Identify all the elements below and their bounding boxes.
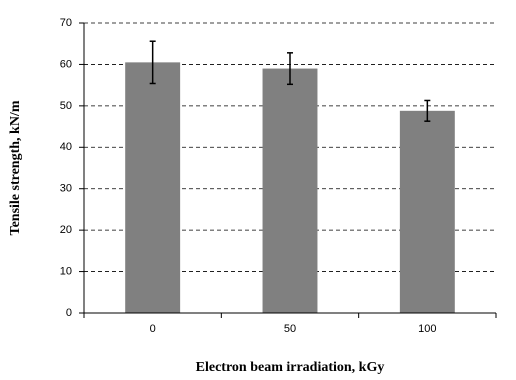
y-tick-label: 50 (60, 100, 72, 112)
y-tick-label: 70 (60, 17, 72, 29)
bar (125, 62, 181, 313)
x-axis-label: Electron beam irradiation, kGy (196, 360, 385, 375)
bar (262, 68, 318, 313)
x-tick-label: 100 (418, 323, 436, 335)
y-tick-label: 30 (60, 183, 72, 195)
y-tick-label: 20 (60, 224, 72, 236)
y-tick-label: 0 (66, 307, 72, 319)
y-tick-label: 10 (60, 265, 72, 277)
y-tick-label: 60 (60, 58, 72, 70)
x-tick-label: 50 (284, 323, 296, 335)
y-axis-label: Tensile strength, kN/m (8, 100, 23, 235)
x-tick-label: 0 (150, 323, 156, 335)
y-tick-label: 40 (60, 141, 72, 153)
bar (399, 110, 455, 313)
